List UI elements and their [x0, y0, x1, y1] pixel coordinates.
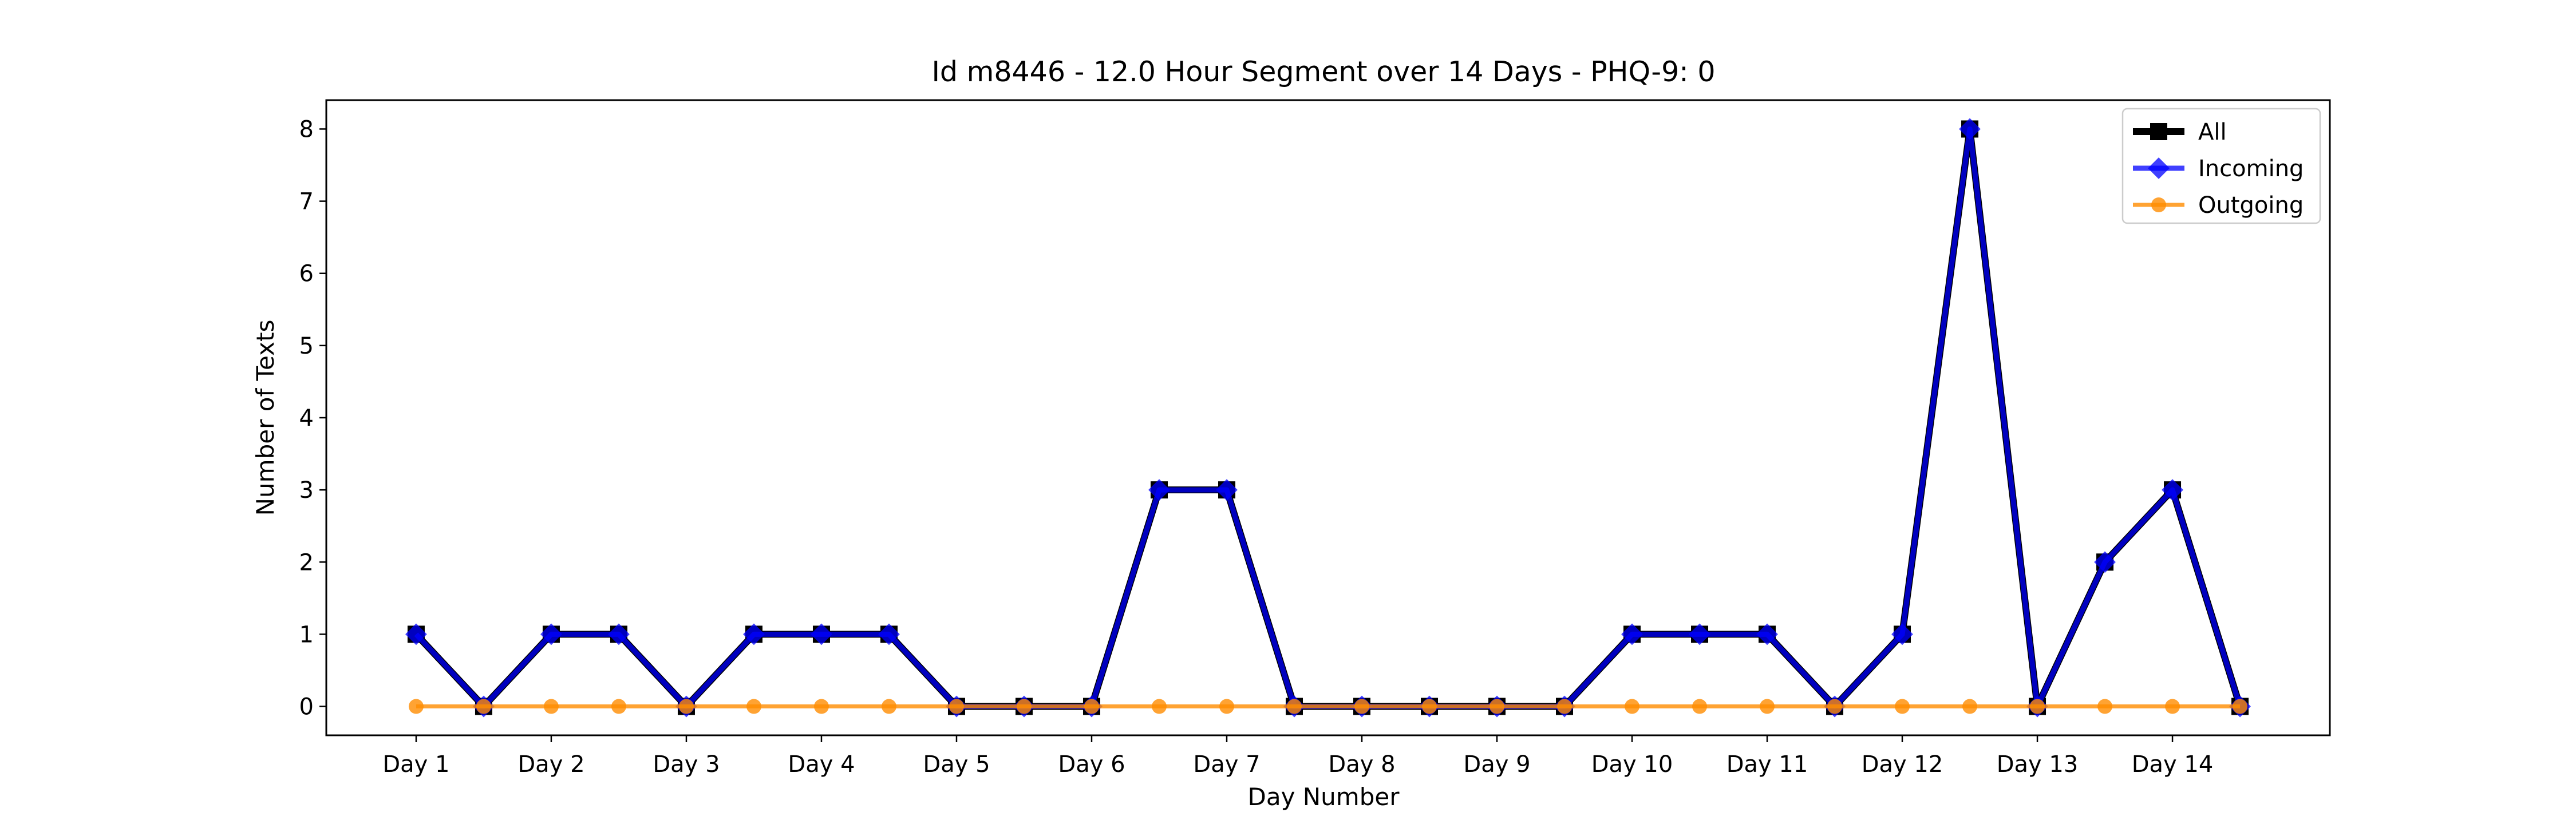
data-point-outgoing	[881, 699, 896, 714]
data-point-incoming	[2162, 479, 2183, 501]
data-point-outgoing	[1895, 699, 1910, 714]
legend-box	[2121, 108, 2321, 224]
data-point-incoming	[1621, 623, 1643, 645]
axis-ticks: Day 1 Day 2 Day 3 Day 4 Day 5 Day 6 Day 7 Day 8…	[299, 116, 2214, 778]
data-point-outgoing	[543, 699, 559, 714]
legend: All Incoming Outgoing	[2121, 108, 2321, 224]
data-point-incoming	[2094, 551, 2116, 573]
legend-marker	[2148, 157, 2170, 179]
legend-marker	[2151, 197, 2166, 212]
y-tick-label: 4	[299, 405, 314, 431]
data-point-outgoing	[1219, 699, 1234, 714]
plot-series	[405, 118, 2251, 718]
data-point-outgoing	[1354, 699, 1370, 714]
data-point-incoming	[878, 623, 900, 645]
data-point-incoming	[1891, 623, 1913, 645]
data-point-outgoing	[1692, 699, 1708, 714]
data-point-incoming	[743, 623, 765, 645]
data-point-outgoing	[611, 699, 626, 714]
data-point-outgoing	[1760, 699, 1775, 714]
x-tick-label: Day 1	[382, 751, 449, 778]
data-point-incoming	[608, 623, 630, 645]
x-tick-label: Day 5	[923, 751, 990, 778]
data-point-outgoing	[813, 699, 829, 714]
data-point-incoming	[540, 623, 562, 645]
data-point-outgoing	[1490, 699, 1505, 714]
data-point-outgoing	[746, 699, 761, 714]
x-tick-label: Day 11	[1726, 751, 1808, 778]
data-point-outgoing	[2097, 699, 2113, 714]
legend-label: Incoming	[2198, 156, 2304, 182]
data-point-outgoing	[949, 699, 964, 714]
y-tick-label: 2	[299, 549, 314, 576]
x-axis-label: Day Number	[1247, 783, 1400, 811]
x-tick-label: Day 3	[653, 751, 720, 778]
data-point-outgoing	[678, 699, 694, 714]
y-tick-label: 3	[299, 477, 314, 504]
data-point-outgoing	[476, 699, 491, 714]
data-point-incoming	[405, 623, 427, 645]
data-point-outgoing	[2233, 699, 2248, 714]
data-point-outgoing	[1016, 699, 1032, 714]
data-point-outgoing	[2030, 699, 2045, 714]
x-tick-label: Day 6	[1058, 751, 1125, 778]
series-outgoing	[408, 699, 2248, 714]
y-tick-label: 1	[299, 621, 314, 648]
x-tick-label: Day 10	[1591, 751, 1673, 778]
data-point-outgoing	[2165, 699, 2180, 714]
x-tick-label: Day 2	[517, 751, 584, 778]
y-tick-label: 5	[299, 333, 314, 359]
data-point-incoming	[811, 623, 832, 645]
x-tick-label: Day 12	[1862, 751, 1943, 778]
legend-marker	[2150, 123, 2167, 140]
data-point-incoming	[1148, 479, 1170, 501]
y-tick-label: 8	[299, 116, 314, 142]
x-tick-label: Day 4	[788, 751, 855, 778]
x-tick-label: Day 8	[1328, 751, 1395, 778]
x-tick-label: Day 9	[1463, 751, 1530, 778]
data-point-outgoing	[1422, 699, 1437, 714]
y-tick-label: 0	[299, 694, 314, 720]
data-point-outgoing	[408, 699, 424, 714]
legend-label: Outgoing	[2198, 192, 2304, 219]
data-point-outgoing	[1286, 699, 1302, 714]
x-tick-label: Day 7	[1193, 751, 1260, 778]
y-tick-label: 6	[299, 261, 314, 287]
y-axis-label: Number of Texts	[251, 320, 279, 516]
data-point-outgoing	[1962, 699, 1978, 714]
x-tick-label: Day 14	[2132, 751, 2214, 778]
data-point-incoming	[1959, 118, 1981, 140]
x-tick-label: Day 13	[1997, 751, 2079, 778]
data-point-outgoing	[1625, 699, 1640, 714]
legend-label: All	[2198, 119, 2227, 145]
data-point-outgoing	[1084, 699, 1099, 714]
y-tick-label: 7	[299, 189, 314, 215]
data-point-outgoing	[1557, 699, 1573, 714]
data-point-incoming	[1689, 623, 1710, 645]
chart-title: Id m8446 - 12.0 Hour Segment over 14 Day…	[931, 56, 1715, 88]
data-point-outgoing	[1151, 699, 1167, 714]
data-point-incoming	[1216, 479, 1238, 501]
plot-area-frame	[325, 99, 2331, 736]
data-point-incoming	[1756, 623, 1778, 645]
data-point-outgoing	[1827, 699, 1843, 714]
